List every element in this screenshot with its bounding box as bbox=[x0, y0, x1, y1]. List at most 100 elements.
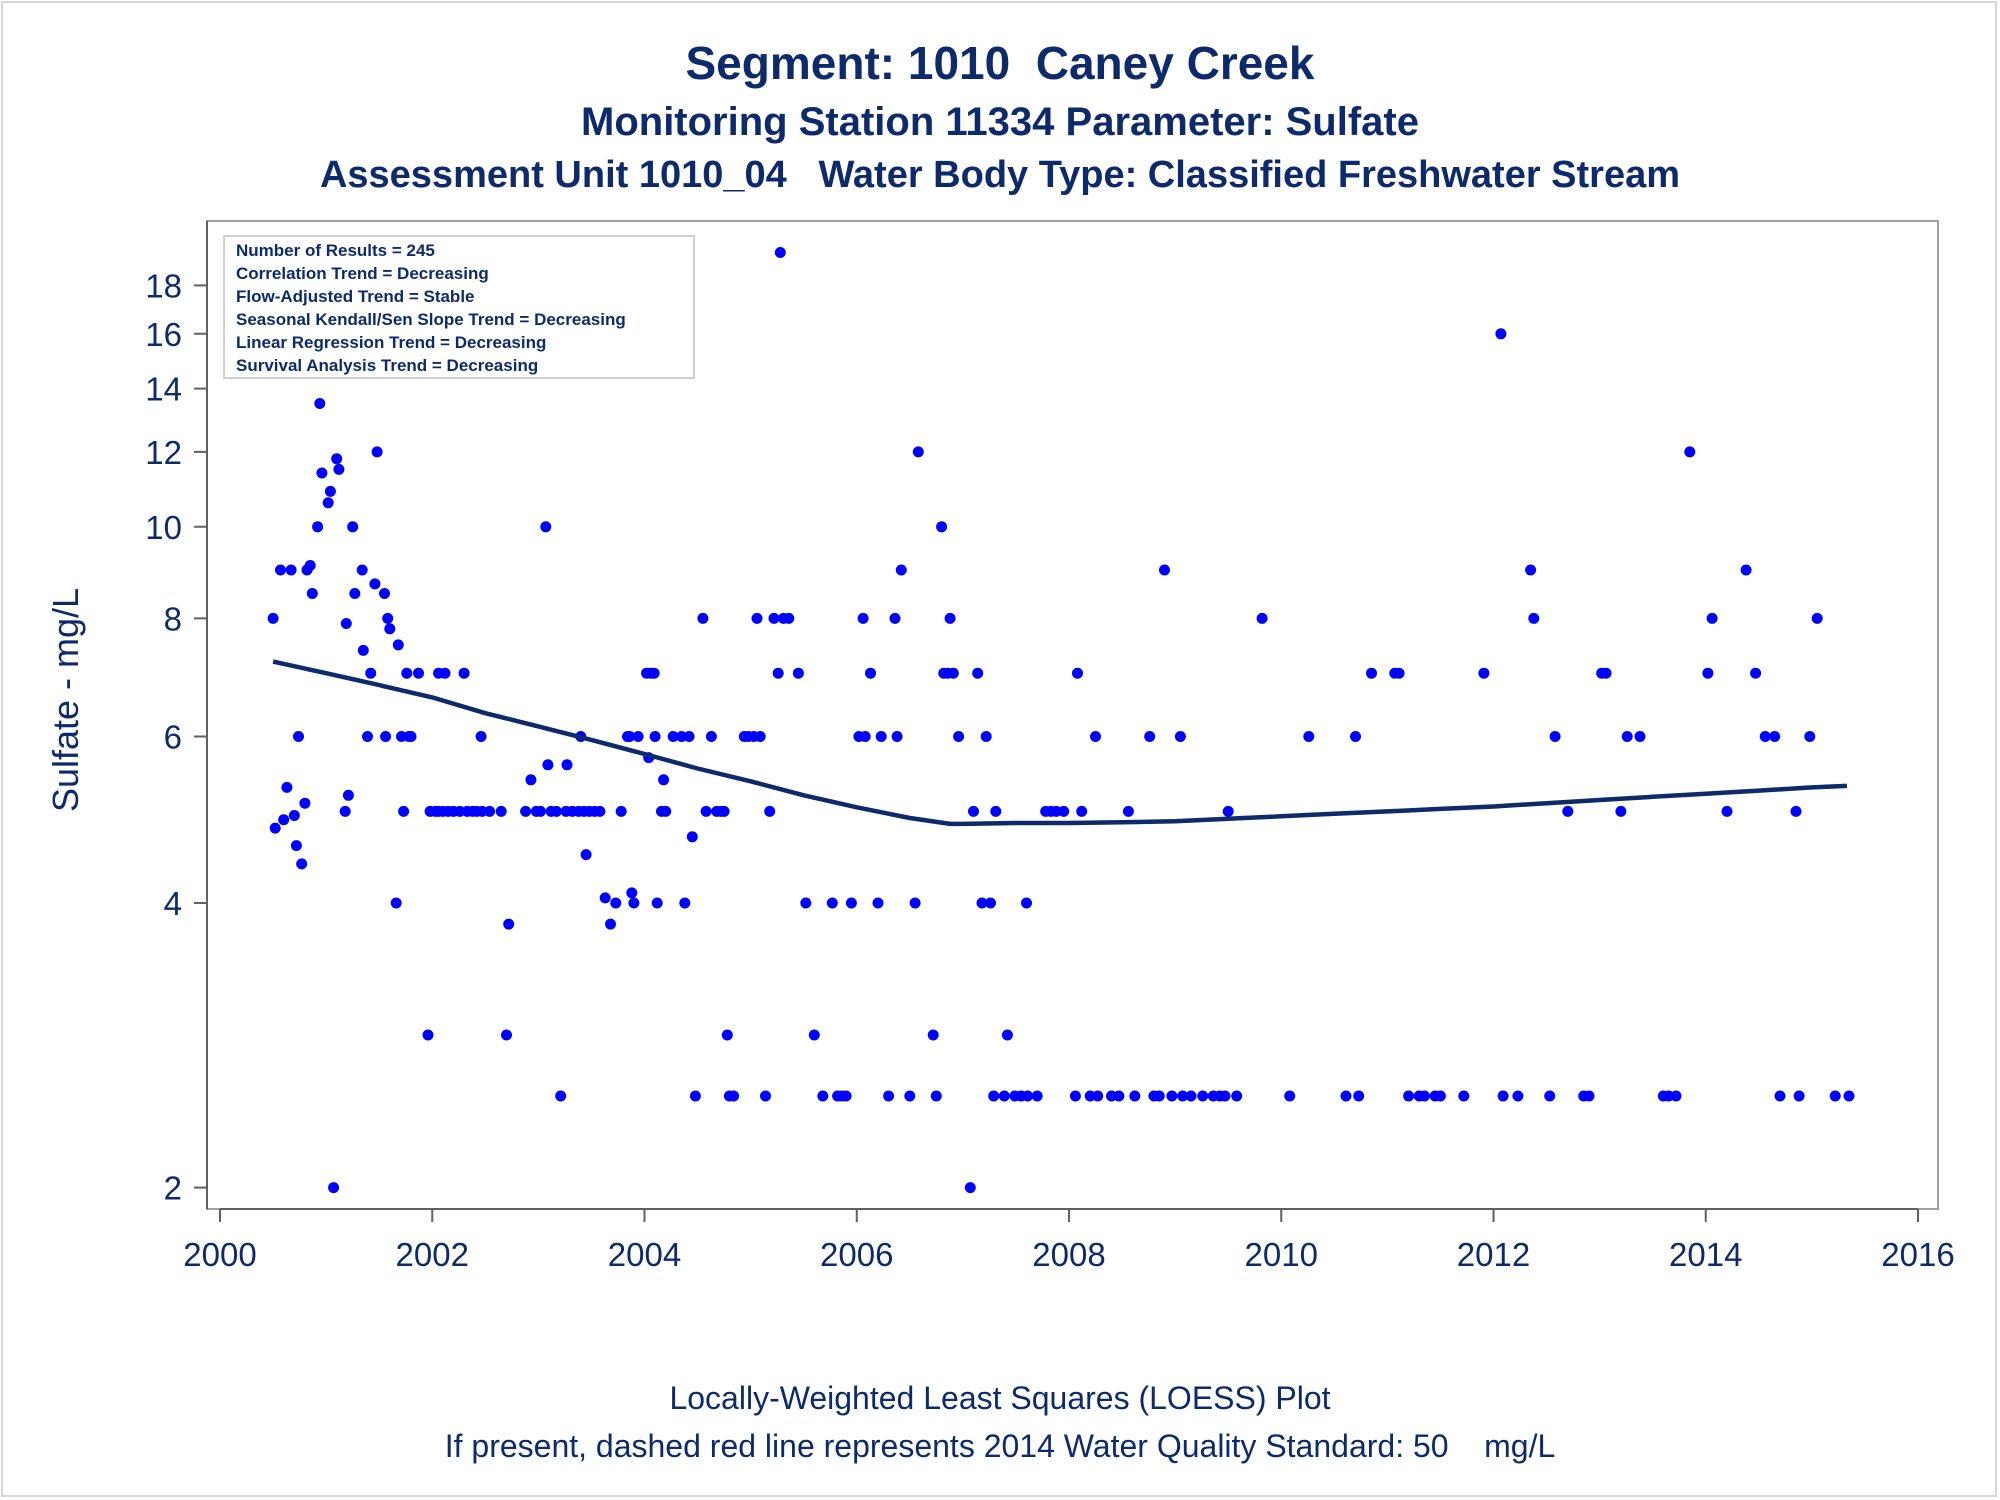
x-tick-label: 2010 bbox=[1245, 1236, 1318, 1273]
data-point bbox=[401, 667, 413, 679]
data-point bbox=[792, 667, 804, 679]
data-point bbox=[365, 667, 377, 679]
data-point bbox=[1458, 1090, 1470, 1102]
data-point bbox=[1159, 564, 1170, 576]
y-axis-label: Sulfate - mg/L bbox=[45, 588, 86, 812]
data-point bbox=[347, 521, 359, 533]
data-point bbox=[1340, 1090, 1352, 1102]
data-point bbox=[1774, 1090, 1786, 1102]
chart-subtitle: Monitoring Station 11334 Parameter: Sulf… bbox=[581, 100, 1419, 144]
data-point bbox=[1793, 1090, 1805, 1102]
data-point bbox=[648, 667, 660, 679]
data-point bbox=[1525, 564, 1537, 576]
y-tick-label: 6 bbox=[164, 719, 182, 756]
data-point bbox=[1634, 731, 1646, 742]
data-point bbox=[628, 897, 640, 909]
data-point bbox=[754, 731, 766, 742]
data-point bbox=[998, 1090, 1010, 1102]
x-tick-label: 2004 bbox=[608, 1236, 681, 1273]
data-point bbox=[331, 453, 343, 465]
x-tick-label: 2002 bbox=[396, 1236, 469, 1273]
data-point bbox=[1174, 731, 1186, 742]
data-point bbox=[1153, 1090, 1165, 1102]
data-point bbox=[774, 247, 786, 258]
y-tick-label: 12 bbox=[145, 434, 182, 471]
data-point bbox=[542, 759, 554, 771]
stats-line-4: Seasonal Kendall/Sen Slope Trend = Decre… bbox=[236, 310, 626, 329]
data-point bbox=[1393, 667, 1405, 679]
data-point bbox=[1366, 667, 1377, 679]
stats-box: Number of Results = 245 Correlation Tren… bbox=[223, 235, 695, 379]
data-point bbox=[1769, 731, 1781, 742]
data-point bbox=[475, 731, 487, 742]
data-point bbox=[520, 805, 532, 817]
y-tick-label: 14 bbox=[145, 371, 182, 408]
data-point bbox=[384, 623, 396, 635]
data-point bbox=[1284, 1090, 1296, 1102]
data-point bbox=[772, 667, 784, 679]
data-point bbox=[909, 897, 921, 909]
data-point bbox=[1721, 805, 1733, 817]
data-point bbox=[1350, 731, 1361, 742]
data-point bbox=[1621, 731, 1633, 742]
data-point bbox=[953, 731, 965, 742]
data-point bbox=[390, 897, 402, 909]
data-point bbox=[379, 588, 390, 599]
data-point bbox=[1706, 612, 1718, 624]
data-point bbox=[369, 578, 381, 590]
data-point bbox=[610, 897, 622, 909]
stats-line-2: Correlation Trend = Decreasing bbox=[236, 264, 489, 283]
data-point bbox=[278, 814, 290, 826]
data-point bbox=[267, 612, 279, 624]
x-axis: 2000 2002 2004 2006 2008 2010 2012 2014 2016 bbox=[183, 1208, 1955, 1273]
data-point bbox=[340, 618, 352, 629]
data-point bbox=[651, 897, 663, 909]
data-point bbox=[316, 467, 328, 479]
data-point bbox=[985, 897, 996, 909]
data-point bbox=[912, 446, 924, 458]
data-point bbox=[328, 1182, 340, 1194]
data-point bbox=[413, 667, 424, 679]
data-point bbox=[845, 897, 857, 909]
data-point bbox=[990, 805, 1002, 817]
data-point bbox=[947, 667, 959, 679]
data-point bbox=[362, 731, 373, 742]
data-point bbox=[1113, 1090, 1125, 1102]
data-point bbox=[705, 731, 717, 742]
data-point bbox=[728, 1090, 740, 1102]
y-tick-label: 2 bbox=[164, 1170, 182, 1207]
x-tick-label: 2014 bbox=[1669, 1236, 1742, 1273]
data-point bbox=[349, 588, 361, 599]
data-point bbox=[1434, 1090, 1446, 1102]
data-point bbox=[1684, 446, 1696, 458]
data-point bbox=[356, 564, 368, 576]
data-point bbox=[624, 731, 636, 742]
data-point bbox=[721, 1029, 733, 1041]
y-tick-label: 8 bbox=[164, 600, 182, 637]
chart-subtitle-2: Assessment Unit 1010_04 Water Body Type:… bbox=[319, 154, 1681, 196]
data-point bbox=[1544, 1090, 1556, 1102]
data-point bbox=[686, 831, 698, 843]
data-point bbox=[1497, 1090, 1509, 1102]
data-point bbox=[1583, 1090, 1595, 1102]
data-point bbox=[1058, 805, 1070, 817]
data-point bbox=[288, 810, 300, 821]
stats-line-5: Linear Regression Trend = Decreasing bbox=[236, 333, 546, 352]
data-point bbox=[342, 789, 354, 801]
data-point bbox=[1031, 1090, 1043, 1102]
data-point bbox=[281, 781, 293, 793]
data-point bbox=[1549, 731, 1561, 742]
data-point bbox=[525, 774, 537, 786]
data-point bbox=[312, 521, 324, 533]
data-point bbox=[382, 612, 394, 624]
data-point bbox=[826, 897, 838, 909]
data-point bbox=[357, 644, 369, 656]
data-point bbox=[322, 497, 334, 509]
data-point bbox=[660, 805, 672, 817]
data-point bbox=[1750, 667, 1762, 679]
data-point bbox=[930, 1090, 942, 1102]
data-point bbox=[865, 667, 876, 679]
data-point bbox=[1702, 667, 1714, 679]
data-point bbox=[875, 731, 887, 742]
data-point bbox=[679, 897, 691, 909]
